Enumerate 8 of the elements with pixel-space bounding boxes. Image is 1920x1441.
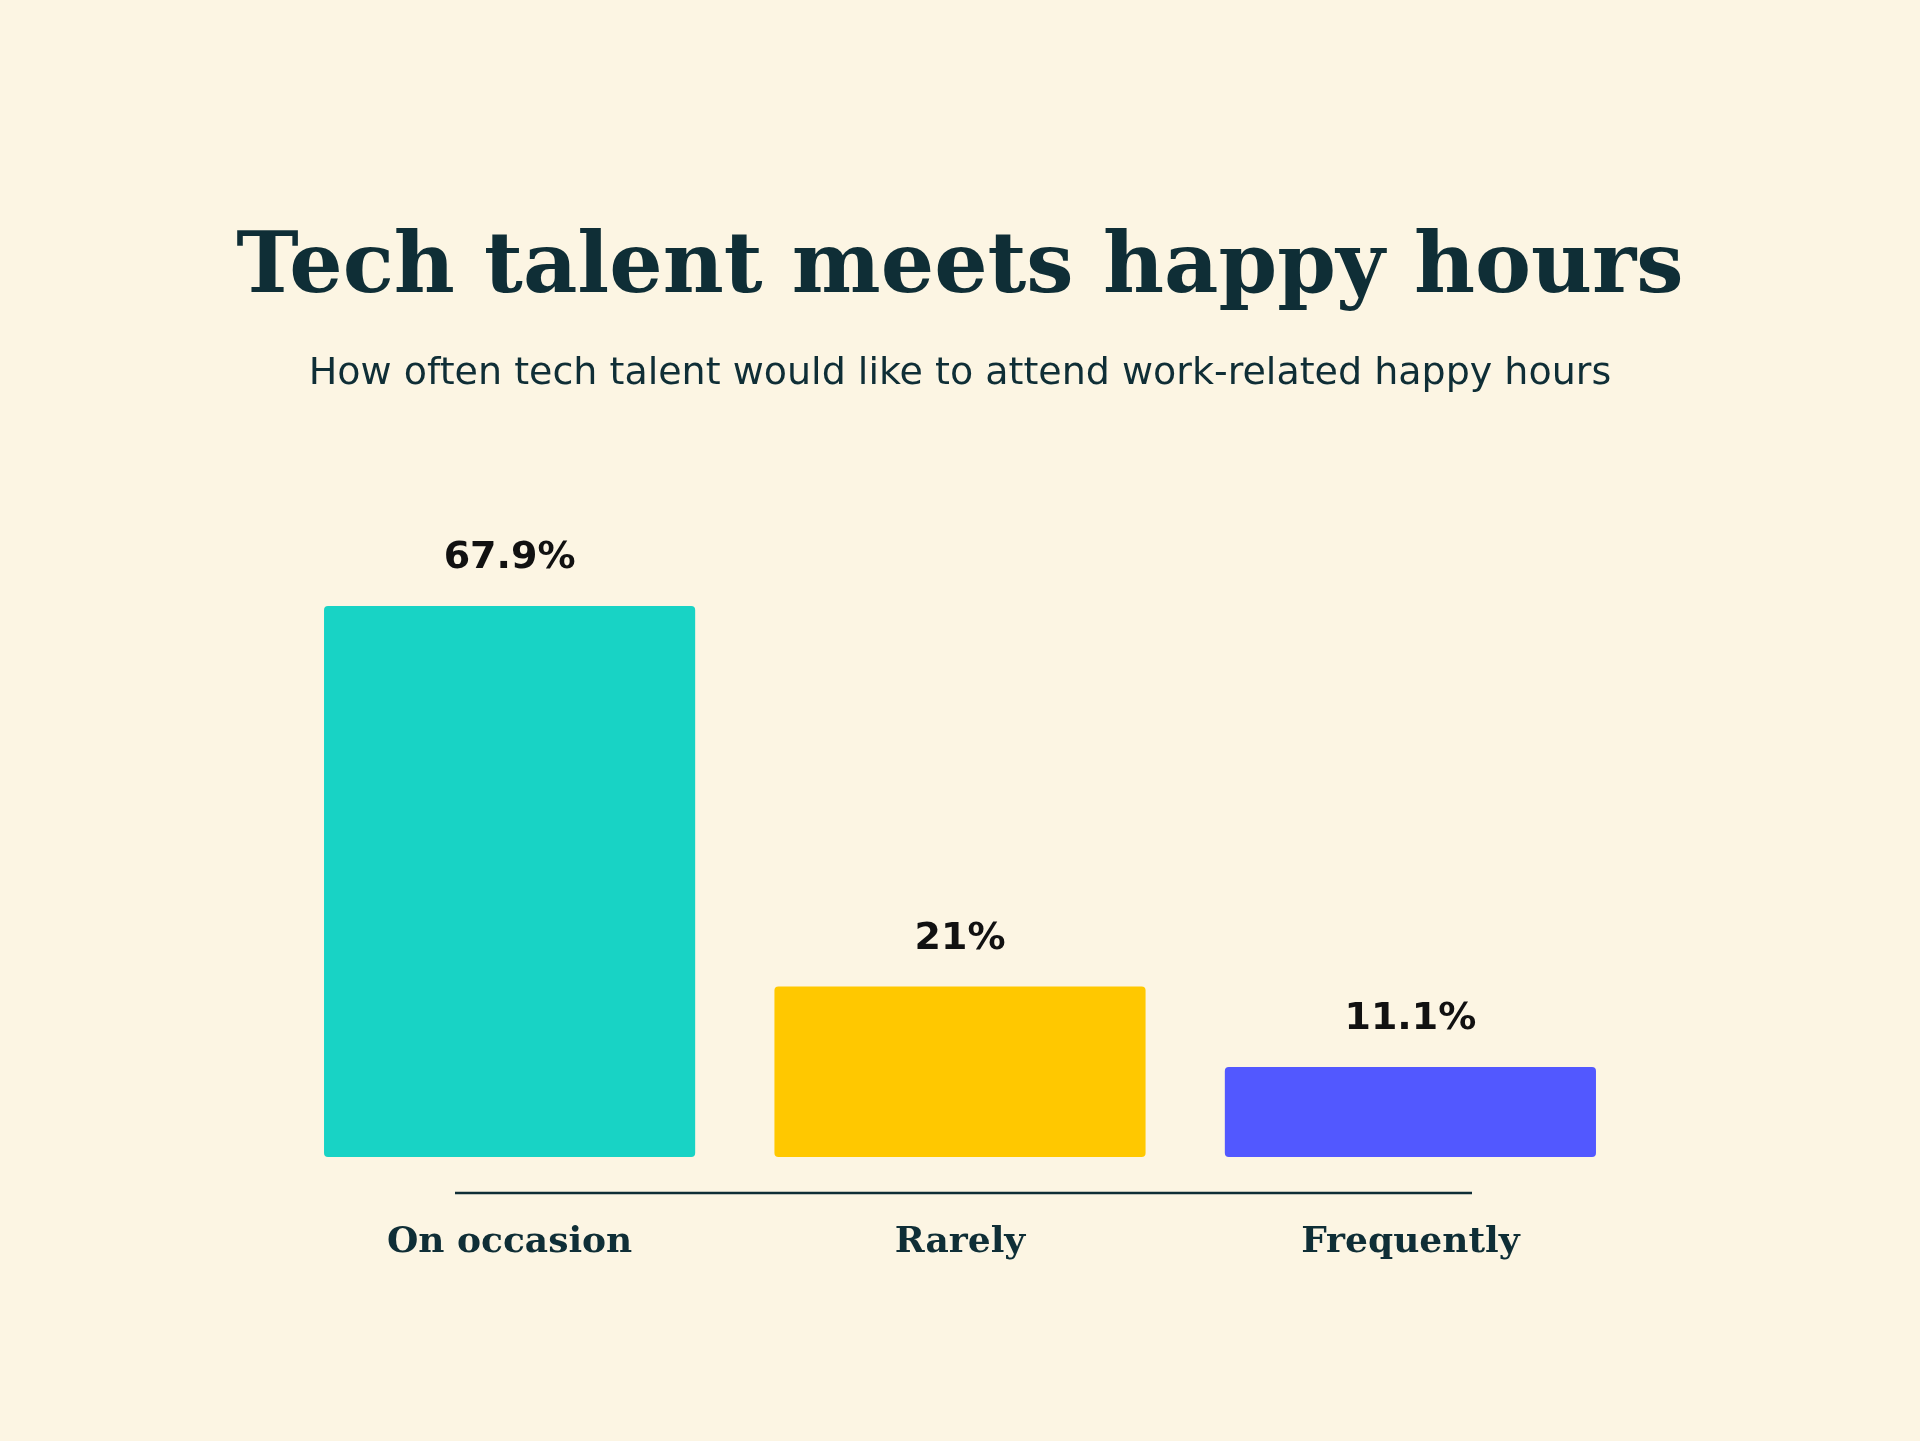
chart-title: Tech talent meets happy hours (236, 213, 1684, 312)
chart-subtitle: How often tech talent would like to attend work-related happy hours (308, 349, 1612, 393)
data-label: 21% (914, 913, 1006, 958)
data-label: 11.1% (1344, 993, 1477, 1038)
x-tick-label: Rarely (894, 1218, 1027, 1260)
x-tick-label: Frequently (1301, 1218, 1521, 1260)
x-tick-label: On occasion (386, 1218, 633, 1260)
data-label: 67.9% (443, 533, 576, 577)
